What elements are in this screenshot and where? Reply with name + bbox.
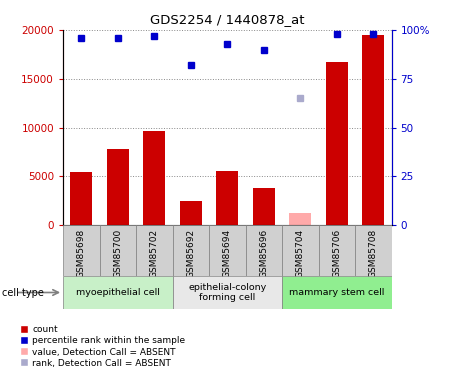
Text: GSM85706: GSM85706 <box>332 229 341 278</box>
Text: GSM85696: GSM85696 <box>259 229 268 278</box>
Bar <box>253 188 274 225</box>
Bar <box>172 276 282 309</box>
Bar <box>63 276 172 309</box>
Text: GSM85692: GSM85692 <box>186 229 195 278</box>
Text: cell type: cell type <box>2 288 44 297</box>
Text: mammary stem cell: mammary stem cell <box>289 288 384 297</box>
Bar <box>143 131 165 225</box>
Text: GSM85700: GSM85700 <box>113 229 122 278</box>
Text: epithelial-colony
forming cell: epithelial-colony forming cell <box>188 283 266 302</box>
Bar <box>70 172 92 225</box>
Bar <box>282 276 392 309</box>
Bar <box>355 225 392 276</box>
Text: GSM85698: GSM85698 <box>77 229 86 278</box>
Bar <box>246 225 282 276</box>
Text: GSM85694: GSM85694 <box>223 229 232 278</box>
Bar <box>319 225 355 276</box>
Bar <box>99 225 136 276</box>
Title: GDS2254 / 1440878_at: GDS2254 / 1440878_at <box>150 13 305 26</box>
Text: myoepithelial cell: myoepithelial cell <box>76 288 160 297</box>
Bar <box>63 225 99 276</box>
Text: GSM85704: GSM85704 <box>296 229 305 278</box>
Bar <box>216 171 238 225</box>
Bar <box>180 201 202 225</box>
Bar <box>289 213 311 225</box>
Bar <box>209 225 246 276</box>
Text: GSM85702: GSM85702 <box>150 229 159 278</box>
Text: GSM85708: GSM85708 <box>369 229 378 278</box>
Bar <box>326 62 348 225</box>
Bar <box>172 225 209 276</box>
Bar <box>282 225 319 276</box>
Legend: count, percentile rank within the sample, value, Detection Call = ABSENT, rank, : count, percentile rank within the sample… <box>18 322 188 370</box>
Bar <box>136 225 172 276</box>
Bar <box>107 149 129 225</box>
Bar <box>362 35 384 225</box>
